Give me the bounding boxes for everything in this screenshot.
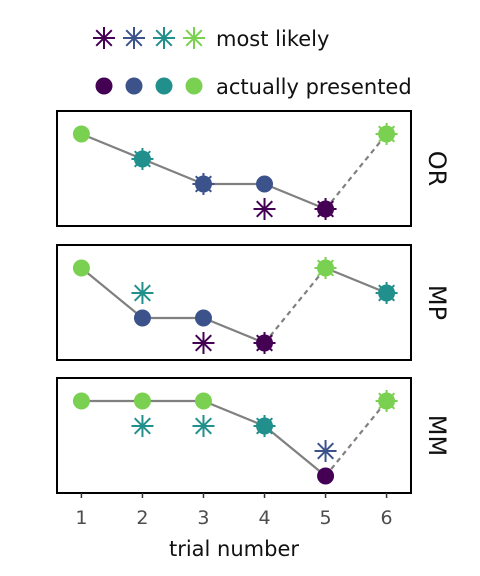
legend-dot-purple [95, 77, 113, 95]
legend-star-blue [123, 27, 145, 49]
most-likely-star [375, 282, 398, 304]
panel-label: MM [423, 415, 451, 456]
x-tick-label: 4 [258, 507, 270, 529]
panel-border [56, 377, 412, 494]
presented-point [72, 392, 90, 410]
panel-label: MP [423, 285, 451, 320]
most-likely-star [314, 440, 337, 462]
legend-star-teal [153, 27, 175, 49]
x-tick-label: 6 [381, 507, 393, 529]
x-tick-label: 1 [75, 507, 87, 529]
most-likely-star [131, 415, 154, 437]
panel-mm: MM [56, 377, 451, 494]
legend: most likely actually presented [93, 27, 412, 99]
panels: OR MP MM [56, 110, 451, 494]
panel-mp: MP [56, 244, 451, 361]
trajectory-segment [203, 316, 265, 345]
panel-label: OR [423, 151, 451, 187]
presented-point [72, 125, 90, 143]
most-likely-star [131, 148, 154, 170]
trajectory-segment [203, 399, 265, 428]
legend-label-actually-presented: actually presented [216, 75, 412, 99]
trajectory-segment [324, 133, 388, 210]
most-likely-star [375, 390, 398, 412]
trajectory-segment [264, 182, 326, 211]
trajectory-segment [263, 425, 327, 477]
presented-point [317, 467, 335, 485]
most-likely-star [375, 123, 398, 145]
trajectory-segment [324, 400, 388, 477]
x-tick-label: 2 [136, 507, 148, 529]
legend-dot-teal [155, 77, 173, 95]
trajectory-segment [80, 267, 144, 319]
most-likely-star [192, 332, 215, 354]
most-likely-star [253, 198, 276, 220]
most-likely-star [314, 257, 337, 279]
x-tick-label: 5 [320, 507, 332, 529]
most-likely-star [253, 415, 276, 437]
most-likely-star [131, 282, 154, 304]
panel-border [56, 244, 412, 361]
presented-point [256, 175, 274, 193]
trajectory-segment [263, 267, 327, 344]
most-likely-star [314, 198, 337, 220]
panel-or: OR [56, 110, 451, 227]
legend-label-most-likely: most likely [216, 27, 329, 51]
legend-dot-blue [125, 77, 143, 95]
presented-point [72, 259, 90, 277]
most-likely-star [253, 332, 276, 354]
most-likely-star [192, 415, 215, 437]
legend-star-purple [93, 27, 115, 49]
presented-point [133, 309, 151, 327]
trajectory-segment [142, 157, 204, 186]
x-axis-title: trial number [169, 537, 299, 561]
panel-border [56, 110, 412, 227]
trajectory-segment [325, 266, 388, 295]
legend-star-green [183, 27, 205, 49]
trajectory-segment [80, 132, 143, 161]
legend-dot-green [185, 77, 203, 95]
presented-point [133, 392, 151, 410]
presented-point [194, 309, 212, 327]
presented-point [194, 392, 212, 410]
x-tick-label: 3 [197, 507, 209, 529]
x-axis: trial number 1 2 3 4 5 6 [75, 493, 393, 561]
most-likely-star [192, 173, 215, 195]
